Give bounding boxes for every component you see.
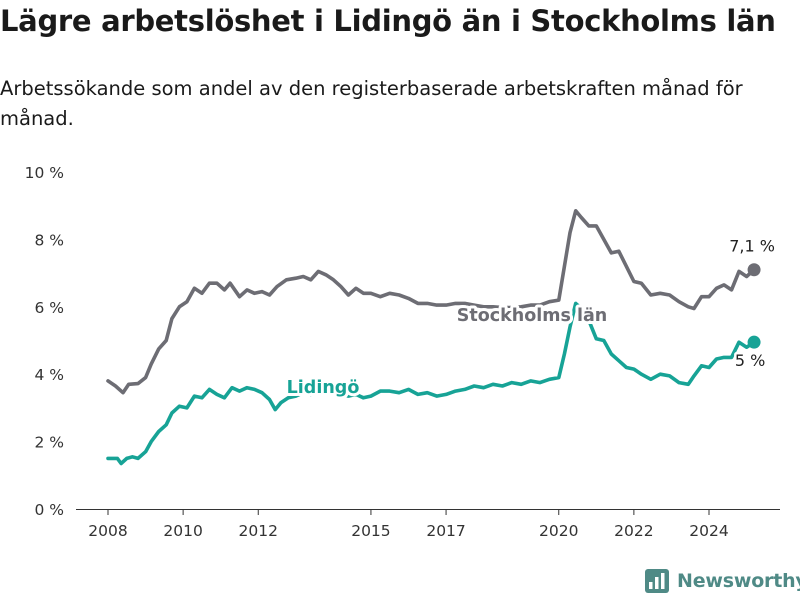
x-tick-label: 2010 [163, 522, 202, 540]
x-tick-label: 2020 [539, 522, 578, 540]
end-point-marker [747, 335, 761, 349]
page-title: Lägre arbetslöshet i Lidingö än i Stockh… [0, 4, 776, 38]
x-tick-label: 2017 [426, 522, 465, 540]
y-tick-label: 4 % [34, 366, 64, 384]
end-value-label-lidingo: 5 % [735, 351, 765, 370]
x-tick-label: 2008 [88, 522, 127, 540]
y-tick-label: 10 % [25, 164, 64, 182]
end-point-marker [747, 263, 761, 277]
series-line-stockholms-l-n [106, 209, 756, 395]
y-tick-label: 0 % [34, 501, 64, 519]
series-label-lidingo: Lidingö [287, 378, 360, 398]
y-tick-label: 6 % [34, 299, 64, 317]
brand-logo: Newsworthy [645, 569, 800, 593]
series-label-stockholms-lan: Stockholms län [457, 306, 608, 326]
x-tick-label: 2022 [614, 522, 653, 540]
brand-name: Newsworthy [677, 570, 800, 592]
x-tick-label: 2012 [239, 522, 278, 540]
y-tick-label: 8 % [34, 231, 64, 249]
x-tick-label: 2015 [351, 522, 390, 540]
bar-chart-logo-icon [645, 569, 669, 593]
page-subtitle: Arbetssökande som andel av den registerb… [0, 77, 743, 130]
x-tick-label: 2024 [689, 522, 728, 540]
y-tick-label: 2 % [34, 434, 64, 452]
end-value-label-stockholms-lan: 7,1 % [729, 237, 775, 256]
series-line-liding- [106, 301, 756, 466]
